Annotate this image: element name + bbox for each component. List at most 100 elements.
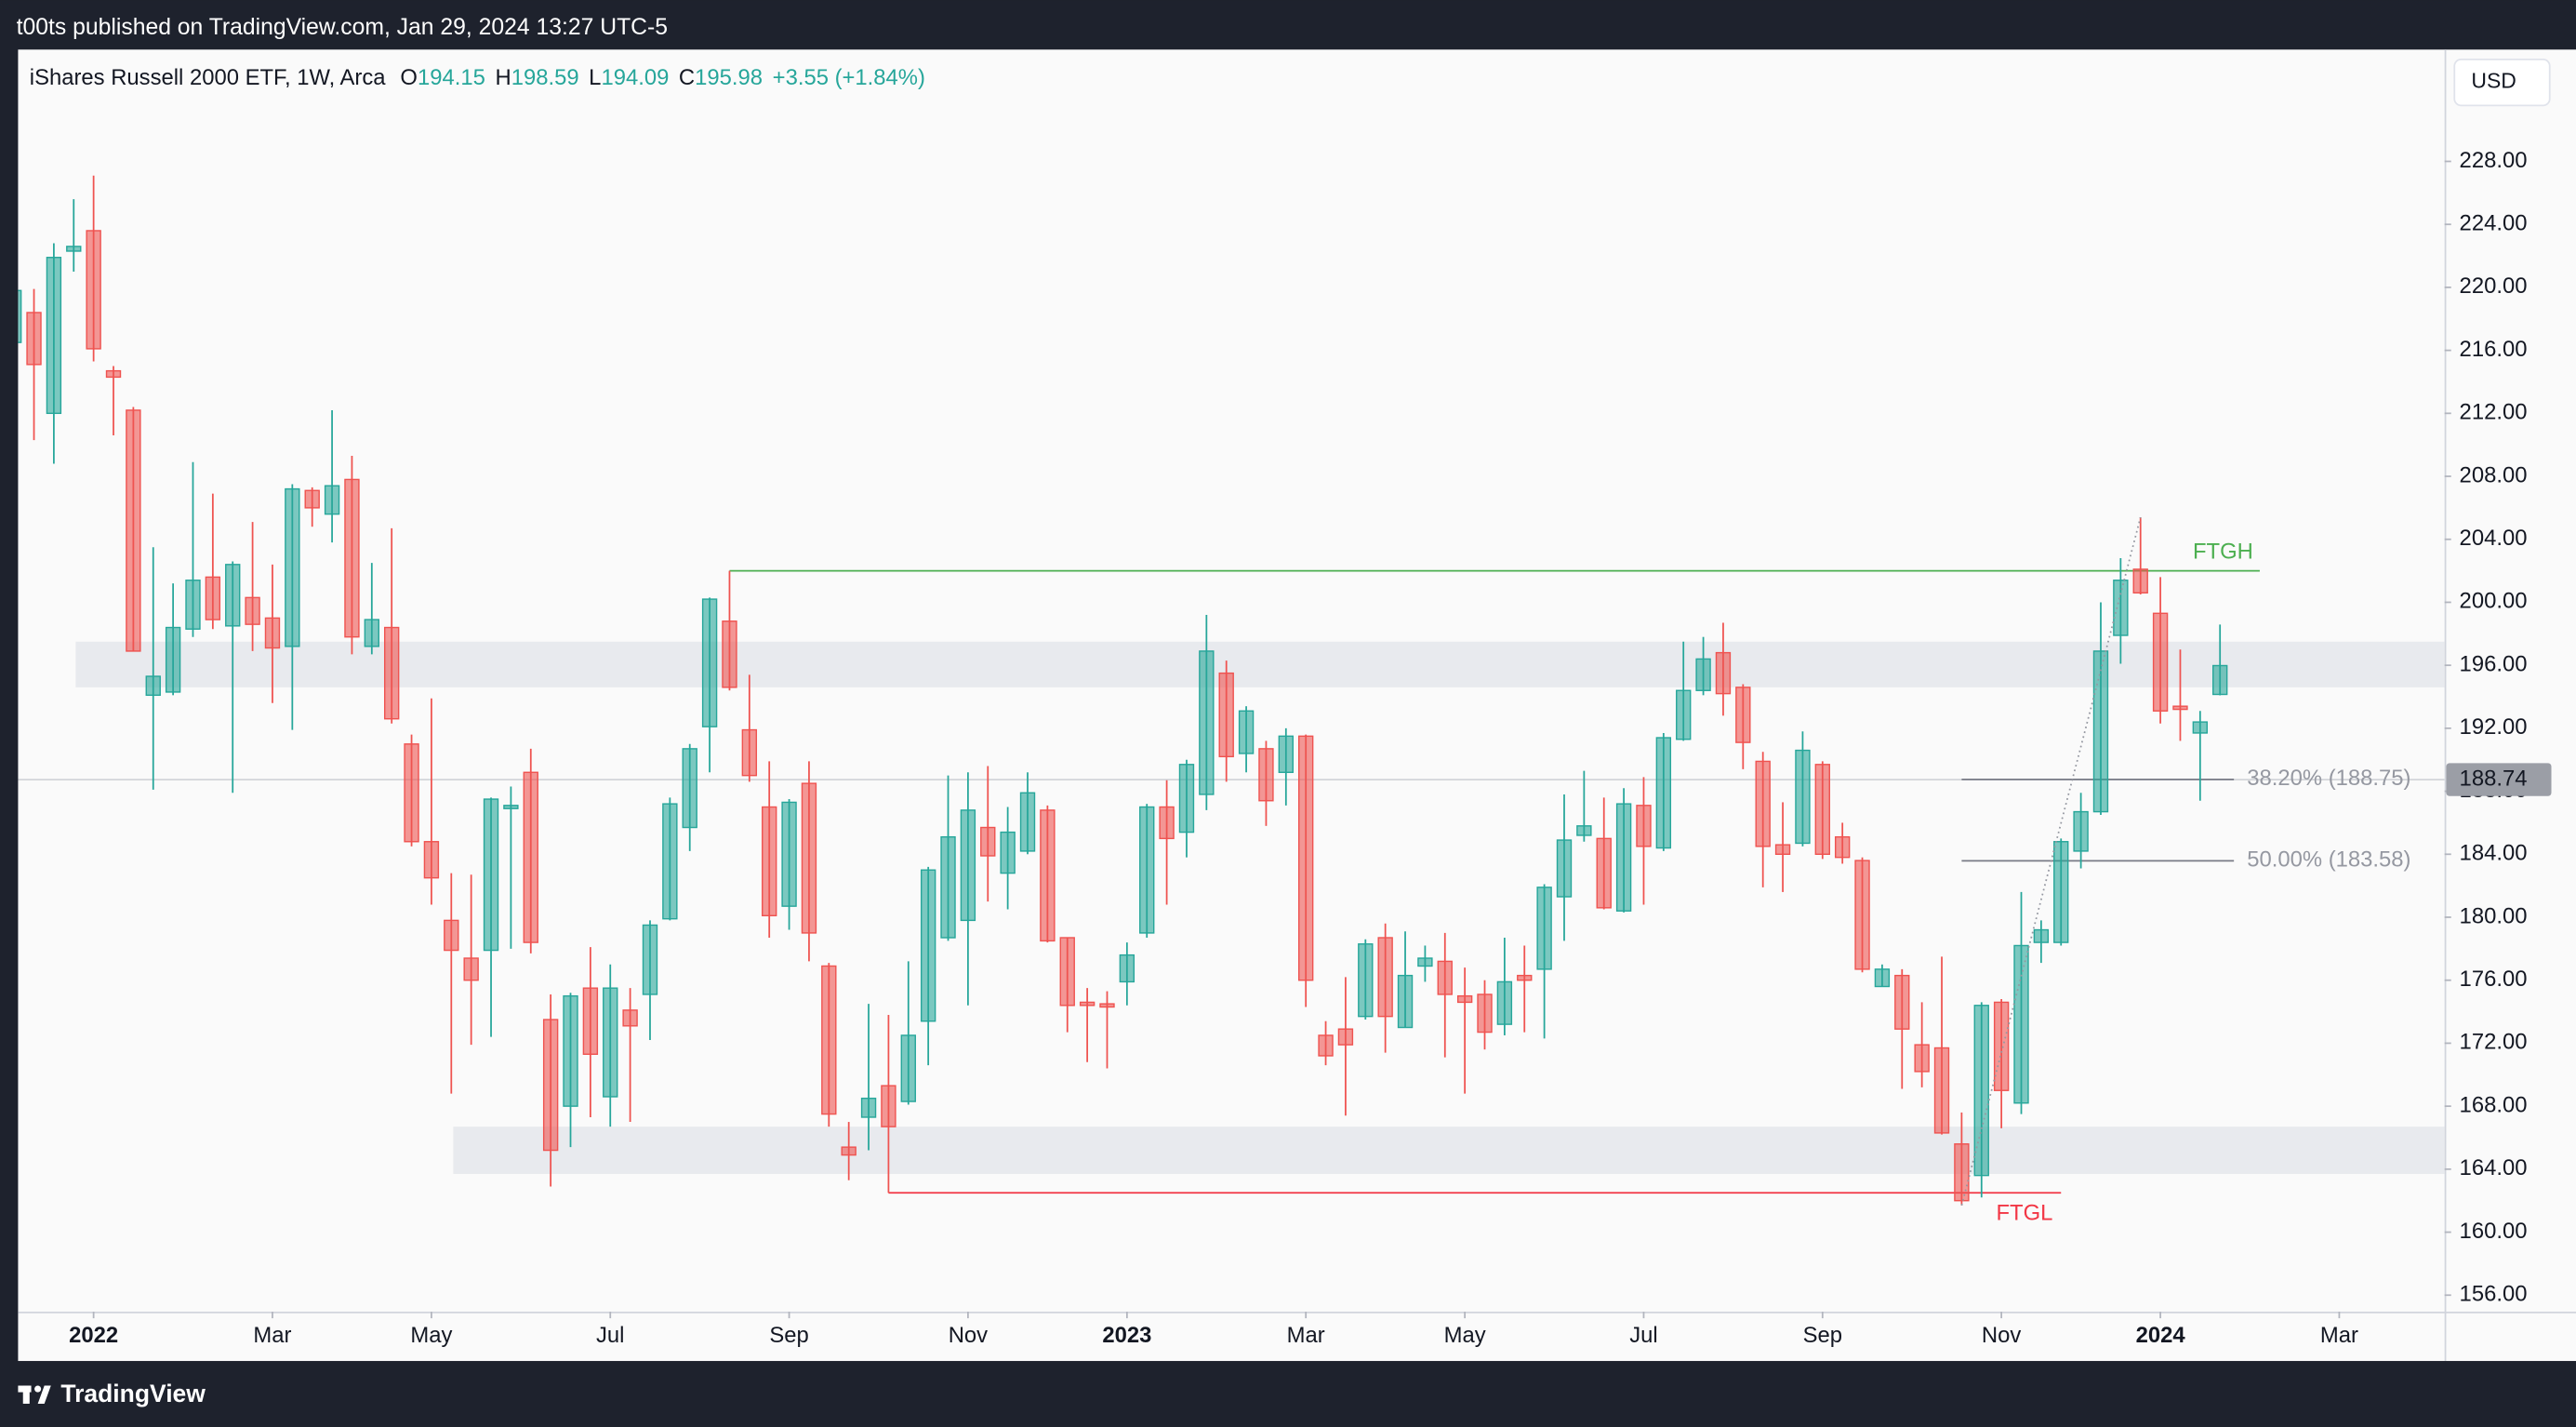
candle-body xyxy=(1159,806,1175,840)
footer-logo xyxy=(18,1385,51,1404)
candle-body xyxy=(1397,974,1414,1029)
candle-body xyxy=(1178,764,1195,834)
zone xyxy=(75,641,2445,687)
publisher: t00ts published on TradingView.com, Jan … xyxy=(17,15,668,40)
candle-body xyxy=(1218,672,1234,758)
x-tick-label: Nov xyxy=(1982,1323,2021,1348)
candle-body xyxy=(1973,1005,1989,1177)
candle-body xyxy=(1814,764,1830,856)
candle-body xyxy=(1358,943,1374,1018)
candle-body xyxy=(1318,1034,1334,1057)
candle-body xyxy=(1795,749,1811,845)
candle-body xyxy=(801,782,817,934)
candle-body xyxy=(2092,650,2109,813)
y-tick-label: 212.00 xyxy=(2460,400,2528,425)
candle-body xyxy=(344,478,360,638)
currency[interactable]: USD xyxy=(2471,69,2516,93)
candle-body xyxy=(762,806,777,917)
candle-body xyxy=(841,1146,856,1156)
candle-body xyxy=(682,748,697,829)
zone xyxy=(453,1127,2445,1174)
y-tick-label: 216.00 xyxy=(2460,337,2528,362)
x-tick-label: Jul xyxy=(1629,1323,1657,1348)
candle-body xyxy=(18,289,22,343)
candle-body xyxy=(1258,748,1274,802)
y-tick-label: 200.00 xyxy=(2460,589,2528,614)
candle-body xyxy=(165,626,181,693)
candle-body xyxy=(523,771,538,943)
legend-value: 194.09 xyxy=(601,65,669,90)
y-tick-label: 196.00 xyxy=(2460,651,2528,676)
legend-key: O xyxy=(400,65,418,90)
candle-body xyxy=(1834,835,1851,859)
currency-button[interactable] xyxy=(2453,59,2551,107)
fib-trend-line xyxy=(1960,516,2142,1206)
y-tick-label: 224.00 xyxy=(2460,210,2528,235)
candle-body xyxy=(1695,658,1711,691)
candle-body xyxy=(1059,937,1075,1007)
candle-body xyxy=(1099,1003,1115,1008)
candle-body xyxy=(1377,937,1393,1018)
footer-brand: TradingView xyxy=(60,1380,206,1407)
candle-body xyxy=(245,596,260,625)
candle-body xyxy=(1874,968,1891,988)
candle-body xyxy=(105,369,122,379)
candle-body xyxy=(1199,650,1215,795)
candle-body xyxy=(205,576,221,620)
candle-body xyxy=(26,312,42,366)
candle-body xyxy=(1755,760,1771,847)
candle-body xyxy=(860,1097,877,1118)
y-tick-label: 176.00 xyxy=(2460,967,2528,992)
candle-body xyxy=(86,230,101,350)
candle-body xyxy=(881,1085,896,1127)
candle-body xyxy=(2073,810,2089,852)
candle-body xyxy=(1914,1044,1930,1073)
last-price-box xyxy=(2446,763,2552,796)
candle-body xyxy=(264,617,281,649)
legend-value: 194.15 xyxy=(418,65,485,90)
candle-body xyxy=(2152,612,2169,712)
candle-body xyxy=(1854,860,1870,970)
fib-label: 50.00% (183.58) xyxy=(2247,847,2410,873)
y-tick-label: 180.00 xyxy=(2460,903,2528,928)
x-tick-label: Mar xyxy=(2320,1323,2358,1348)
candle-body xyxy=(304,489,320,509)
y-tick-label: 168.00 xyxy=(2460,1092,2528,1117)
candle-body xyxy=(2132,568,2148,594)
candle-body xyxy=(821,965,837,1115)
x-tick-label: Mar xyxy=(253,1323,291,1348)
candle-body xyxy=(1456,994,1473,1004)
legend-key: H xyxy=(495,65,511,90)
candle-body xyxy=(444,919,459,952)
candle-body xyxy=(225,564,241,627)
y-tick-label: 220.00 xyxy=(2460,273,2528,299)
y-tick-label: 204.00 xyxy=(2460,526,2528,551)
candle-body xyxy=(1933,1047,1950,1134)
candle-body xyxy=(701,598,718,727)
candle-body xyxy=(2013,944,2029,1104)
legend-title: iShares Russell 2000 ETF, 1W, Arca xyxy=(30,65,386,90)
candle-body xyxy=(2172,705,2188,711)
candle-body xyxy=(1477,994,1493,1034)
candle-body xyxy=(1993,1001,2010,1091)
candle-body xyxy=(2033,928,2050,943)
candle-body xyxy=(1576,825,1592,836)
candle-body xyxy=(1040,809,1056,942)
candle-body xyxy=(2113,580,2129,636)
candle-body xyxy=(662,803,678,920)
candle-body xyxy=(1774,844,1791,856)
candle-body xyxy=(603,987,618,1098)
candle-body xyxy=(46,257,62,415)
candle-body xyxy=(1417,957,1433,967)
candle-body xyxy=(582,987,599,1055)
candle-body xyxy=(1238,710,1255,754)
candle-body xyxy=(503,805,519,809)
candle-body xyxy=(920,869,936,1022)
candle-body xyxy=(1735,687,1751,743)
last-price-label: 188.74 xyxy=(2460,766,2528,791)
y-tick-label: 192.00 xyxy=(2460,714,2528,740)
x-tick-label: 2022 xyxy=(69,1323,118,1348)
candle-body xyxy=(185,580,201,630)
candle-body xyxy=(1954,1143,1970,1202)
